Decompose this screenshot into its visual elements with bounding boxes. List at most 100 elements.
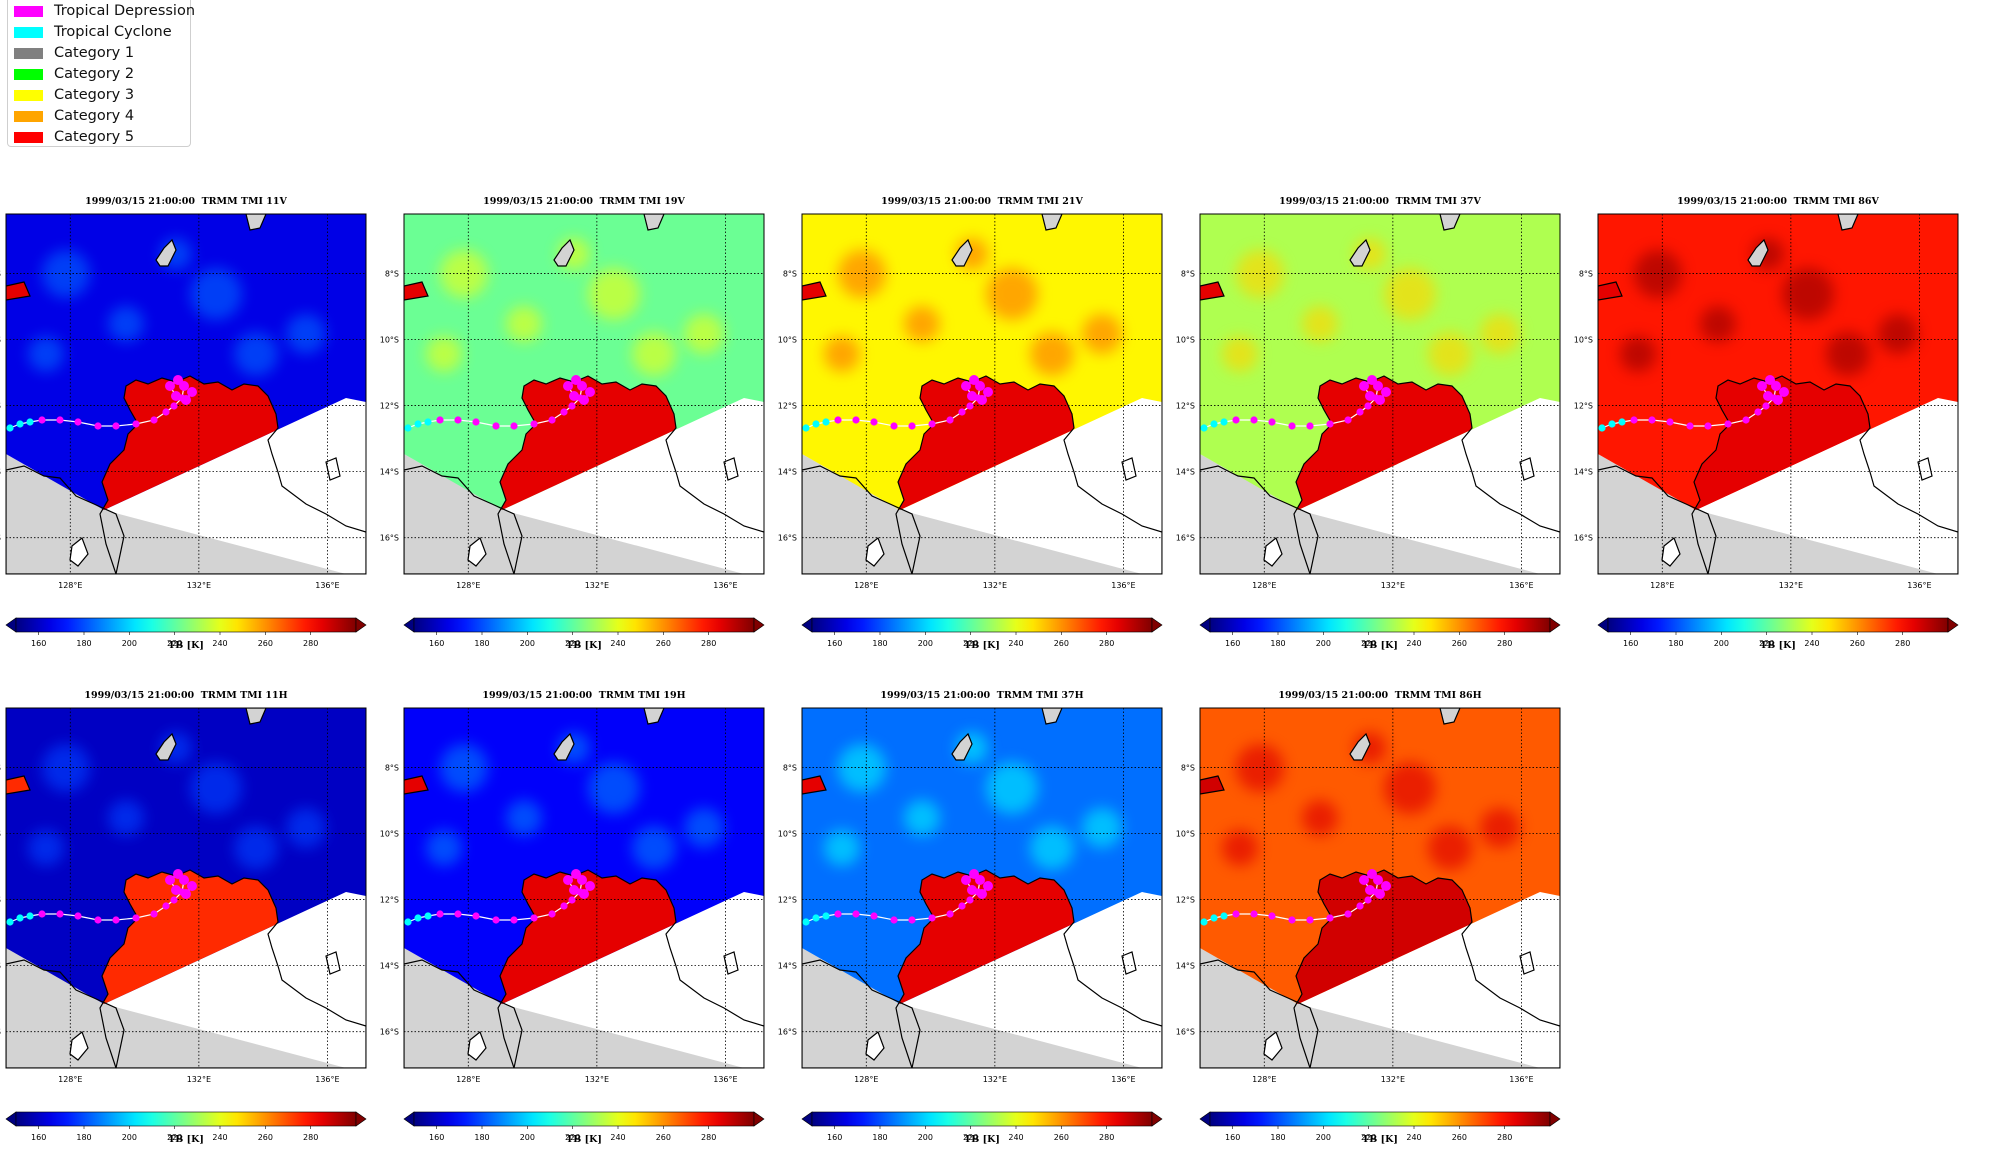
y-tick-label: 8°S bbox=[1579, 269, 1593, 278]
map-panel: 1999/03/15 21:00:00 TRMM TMI 37H 8°S 10°S 1… bbox=[778, 690, 1163, 1145]
track-point bbox=[1779, 387, 1789, 397]
colorbar-tick-label: 240 bbox=[1008, 639, 1023, 648]
track-point bbox=[56, 910, 64, 918]
map-panel: 1999/03/15 21:00:00 TRMM TMI 11H 8°S 10°S 1… bbox=[0, 690, 367, 1145]
colorbar-tick-label: 180 bbox=[1270, 1133, 1285, 1142]
colorbar-tick-label: 160 bbox=[1225, 639, 1240, 648]
colorbar-tick-label: 180 bbox=[872, 1133, 887, 1142]
x-tick-label: 132°E bbox=[585, 1075, 609, 1084]
coastline bbox=[497, 869, 764, 1068]
coastline bbox=[325, 457, 341, 481]
colorbar-tick-label: 220 bbox=[167, 639, 182, 648]
x-tick-label: 136°E bbox=[1907, 581, 1931, 590]
colorbar-tick-label: 220 bbox=[565, 639, 580, 648]
track-point bbox=[966, 896, 974, 904]
legend-label: Category 4 bbox=[54, 108, 135, 124]
track-point bbox=[6, 424, 14, 432]
colorbar-tick-label: 240 bbox=[1406, 639, 1421, 648]
track-point bbox=[424, 418, 432, 426]
map-svg: 8°S 10°S 12°S 14°S 16°S 128°E 132°E 136°E 160 180… bbox=[1574, 213, 1959, 648]
colorbar-tick-label: 220 bbox=[1361, 639, 1376, 648]
colorbar: 160 180 200 220 240 260 280 bbox=[403, 617, 765, 648]
y-tick-label: 10°S bbox=[778, 830, 797, 839]
y-tick-label: 14°S bbox=[1176, 962, 1195, 971]
map-panel: 1999/03/15 21:00:00 TRMM TMI 86H 8°S 10°S 1… bbox=[1176, 690, 1561, 1145]
track-point bbox=[1757, 381, 1767, 391]
track-point bbox=[94, 422, 102, 430]
track-point bbox=[560, 408, 568, 416]
coastline bbox=[325, 951, 341, 975]
colorbar: 160 180 200 220 240 260 280 bbox=[403, 1111, 765, 1142]
colorbar: 160 180 200 220 240 260 280 bbox=[801, 617, 1163, 648]
colorbar-tick-label: 260 bbox=[1054, 639, 1069, 648]
track-point bbox=[1268, 418, 1276, 426]
map-svg: 8°S 10°S 12°S 14°S 16°S 128°E 132°E 136°E 160 180… bbox=[380, 707, 765, 1142]
track-point bbox=[1200, 424, 1208, 432]
track-point bbox=[162, 408, 170, 416]
colorbar-tick-label: 240 bbox=[1008, 1133, 1023, 1142]
colorbar-tick-label: 220 bbox=[167, 1133, 182, 1142]
track-point bbox=[983, 387, 993, 397]
colorbar-extend-max bbox=[753, 617, 765, 633]
coastline bbox=[1917, 457, 1933, 481]
map-svg: 8°S 10°S 12°S 14°S 16°S 128°E 132°E 136°E 160 180… bbox=[778, 213, 1163, 648]
colorbar-tick-label: 240 bbox=[1804, 639, 1819, 648]
colorbar-bar bbox=[413, 617, 755, 633]
coastline bbox=[802, 281, 827, 301]
x-tick-label: 132°E bbox=[585, 581, 609, 590]
colorbar-tick-label: 240 bbox=[212, 639, 227, 648]
coastline bbox=[802, 775, 827, 795]
legend-item: Category 4 bbox=[14, 106, 134, 126]
land-outside-swath bbox=[1598, 466, 1716, 574]
track-point bbox=[834, 910, 842, 918]
map-plot: 8°S 10°S 12°S 14°S 16°S 128°E 132°E 136°E 160 180… bbox=[1176, 213, 1561, 648]
track-point bbox=[977, 889, 987, 899]
track-point bbox=[472, 418, 480, 426]
track-point bbox=[510, 916, 518, 924]
coastline bbox=[1200, 281, 1225, 301]
track-point bbox=[1359, 875, 1369, 885]
track-point bbox=[1754, 408, 1762, 416]
colorbar-label: TB [K] bbox=[566, 1134, 602, 1145]
x-tick-label: 132°E bbox=[1381, 1075, 1405, 1084]
plot-frame bbox=[403, 213, 765, 575]
track-point bbox=[1364, 896, 1372, 904]
coastline bbox=[245, 708, 267, 725]
colorbar-tick-label: 260 bbox=[258, 639, 273, 648]
colorbar-tick-label: 240 bbox=[1406, 1133, 1421, 1142]
y-tick-label: 12°S bbox=[0, 402, 1, 411]
x-tick-label: 128°E bbox=[854, 1075, 878, 1084]
track-point bbox=[908, 422, 916, 430]
y-tick-label: 12°S bbox=[1176, 896, 1195, 905]
track-point bbox=[802, 424, 810, 432]
x-tick-label: 136°E bbox=[1111, 581, 1135, 590]
track-point bbox=[568, 402, 576, 410]
track-point bbox=[983, 881, 993, 891]
x-tick-label: 132°E bbox=[983, 1075, 1007, 1084]
track-point bbox=[928, 420, 936, 428]
track-point bbox=[569, 885, 579, 895]
coastline bbox=[643, 708, 665, 725]
track-point bbox=[571, 869, 581, 879]
track-point bbox=[1356, 408, 1364, 416]
colorbar-tick-label: 280 bbox=[1895, 639, 1910, 648]
x-tick-label: 132°E bbox=[1381, 581, 1405, 590]
track-point bbox=[454, 910, 462, 918]
track-point bbox=[150, 910, 158, 918]
coastline bbox=[553, 732, 575, 761]
colorbar-tick-label: 180 bbox=[76, 1133, 91, 1142]
track-point bbox=[1630, 416, 1638, 424]
track-point bbox=[181, 395, 191, 405]
coastline bbox=[1439, 214, 1461, 231]
y-tick-label: 8°S bbox=[385, 269, 399, 278]
track-point bbox=[870, 418, 878, 426]
colorbar-extend-min bbox=[5, 617, 17, 633]
x-tick-label: 128°E bbox=[1252, 1075, 1276, 1084]
x-tick-label: 132°E bbox=[187, 1075, 211, 1084]
map-plot: 8°S 10°S 12°S 14°S 16°S 128°E 132°E 136°E 160 180… bbox=[0, 213, 367, 648]
y-tick-label: 12°S bbox=[778, 896, 797, 905]
y-tick-label: 10°S bbox=[380, 336, 399, 345]
track-point bbox=[1618, 418, 1626, 426]
y-tick-label: 16°S bbox=[0, 534, 1, 543]
track-point bbox=[424, 912, 432, 920]
